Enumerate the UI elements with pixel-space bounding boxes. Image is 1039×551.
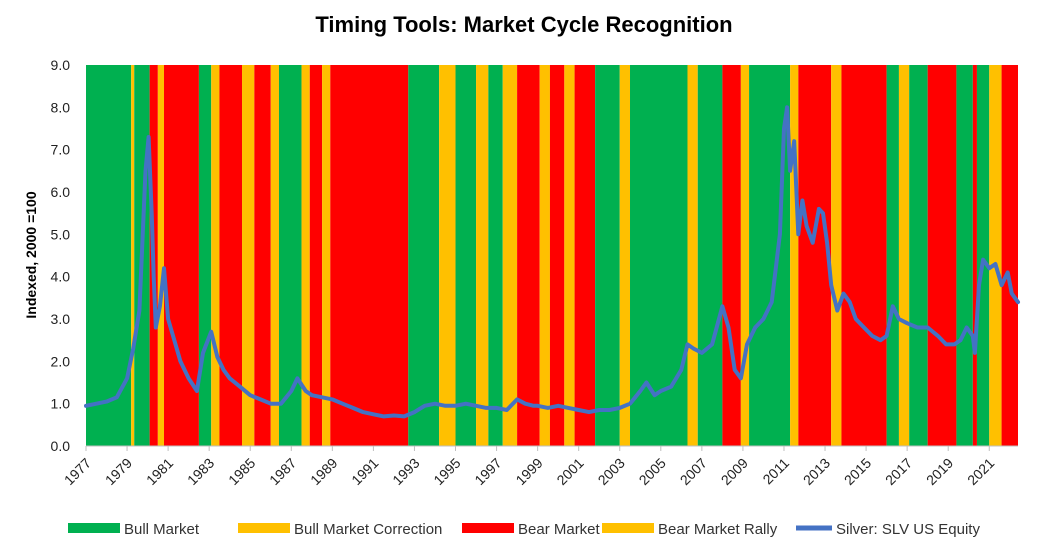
- regime-band-bear: [841, 65, 887, 446]
- regime-band-correction: [301, 65, 310, 446]
- regime-band-bear: [517, 65, 540, 446]
- series-line-silver: [84, 105, 1020, 419]
- y-tick-label: 4.0: [51, 269, 71, 285]
- regime-band-bear: [798, 65, 832, 446]
- x-tick-label: 2001: [553, 455, 586, 488]
- legend-swatch-correction: [238, 523, 290, 533]
- regime-band-correction: [211, 65, 220, 446]
- x-tick-label: 2017: [882, 455, 915, 488]
- legend: Bull Market Bull Market Correction Bear Ma…: [68, 521, 980, 538]
- regime-band-bear: [549, 65, 565, 446]
- regime-band-bull: [976, 65, 990, 446]
- y-tick-label: 6.0: [51, 184, 71, 200]
- regime-band-rally: [157, 65, 165, 446]
- regime-band-bull: [956, 65, 973, 446]
- y-tick-label: 3.0: [51, 311, 71, 327]
- regime-band-bear: [1001, 65, 1018, 446]
- y-tick-label: 1.0: [51, 396, 71, 412]
- x-tick-label: 2021: [964, 455, 997, 488]
- legend-swatch-bear: [462, 523, 514, 533]
- regime-band-bull: [886, 65, 899, 446]
- legend-label-rally: Bear Market Rally: [658, 521, 778, 538]
- y-tick-label: 0.0: [51, 438, 71, 454]
- x-tick-label: 2011: [759, 455, 792, 488]
- regime-band-rally: [564, 65, 575, 446]
- x-tick-label: 1981: [143, 455, 176, 488]
- regime-band-bear: [927, 65, 957, 446]
- y-tick-label: 7.0: [51, 142, 71, 158]
- regime-band-bull: [595, 65, 620, 446]
- x-tick-label: 1979: [102, 455, 135, 488]
- regime-bands: [86, 65, 1018, 446]
- regime-band-rally: [270, 65, 279, 446]
- regime-band-bull: [697, 65, 723, 446]
- x-tick-label: 2005: [636, 455, 669, 488]
- regime-band-bull: [198, 65, 212, 446]
- x-tick-label: 2019: [923, 455, 956, 488]
- regime-band-rally: [539, 65, 550, 446]
- regime-band-correction: [439, 65, 456, 446]
- x-tick-label: 1991: [348, 455, 381, 488]
- x-tick-label: 2003: [595, 455, 628, 488]
- regime-band-bear: [219, 65, 243, 446]
- regime-band-bull: [488, 65, 503, 446]
- series-lines: [84, 105, 1020, 419]
- legend-label-bear: Bear Market: [518, 521, 601, 538]
- regime-band-correction: [687, 65, 698, 446]
- legend-label-silver: Silver: SLV US Equity: [836, 521, 980, 538]
- regime-band-correction: [898, 65, 910, 446]
- regime-band-bull: [408, 65, 440, 446]
- regime-band-correction: [502, 65, 518, 446]
- y-tick-label: 2.0: [51, 353, 71, 369]
- regime-band-correction: [989, 65, 1002, 446]
- x-tick-label: 1989: [307, 455, 340, 488]
- x-tick-label: 1983: [184, 455, 217, 488]
- x-tick-label: 1977: [61, 455, 94, 488]
- regime-band-correction: [790, 65, 799, 446]
- x-tick-label: 1995: [430, 455, 463, 488]
- regime-band-bull: [455, 65, 477, 446]
- regime-band-correction: [476, 65, 489, 446]
- x-tick-label: 1999: [512, 455, 545, 488]
- regime-band-bull: [909, 65, 928, 446]
- legend-label-correction: Bull Market Correction: [294, 521, 442, 538]
- regime-band-bear: [722, 65, 741, 446]
- regime-band-bear: [972, 65, 977, 446]
- x-tick-label: 2007: [677, 455, 710, 488]
- regime-band-bull: [86, 65, 132, 446]
- legend-swatch-rally: [602, 523, 654, 533]
- regime-band-rally: [322, 65, 331, 446]
- regime-band-correction: [619, 65, 631, 446]
- regime-band-bear: [330, 65, 409, 446]
- x-tick-label: 1997: [471, 455, 504, 488]
- x-tick-label: 1987: [266, 455, 299, 488]
- y-tick-label: 5.0: [51, 226, 71, 242]
- x-tick-label: 1993: [389, 455, 422, 488]
- legend-label-bull: Bull Market: [124, 521, 200, 538]
- regime-band-bull: [278, 65, 302, 446]
- regime-band-correction: [131, 65, 135, 446]
- y-axis-label: Indexed, 2000 =100: [23, 191, 39, 318]
- x-tick-label: 2013: [800, 455, 833, 488]
- regime-band-bear: [254, 65, 271, 446]
- regime-band-rally: [831, 65, 842, 446]
- y-tick-label: 8.0: [51, 99, 71, 115]
- x-tick-label: 2009: [718, 455, 751, 488]
- x-tick-label: 2015: [841, 455, 874, 488]
- regime-band-bear: [574, 65, 596, 446]
- y-tick-label: 9.0: [51, 57, 71, 73]
- x-tick-label: 1985: [225, 455, 258, 488]
- regime-band-bull: [630, 65, 688, 446]
- regime-band-rally: [740, 65, 750, 446]
- regime-band-bear: [309, 65, 323, 446]
- chart-title: Timing Tools: Market Cycle Recognition: [315, 12, 732, 37]
- legend-swatch-bull: [68, 523, 120, 533]
- regime-band-rally: [242, 65, 255, 446]
